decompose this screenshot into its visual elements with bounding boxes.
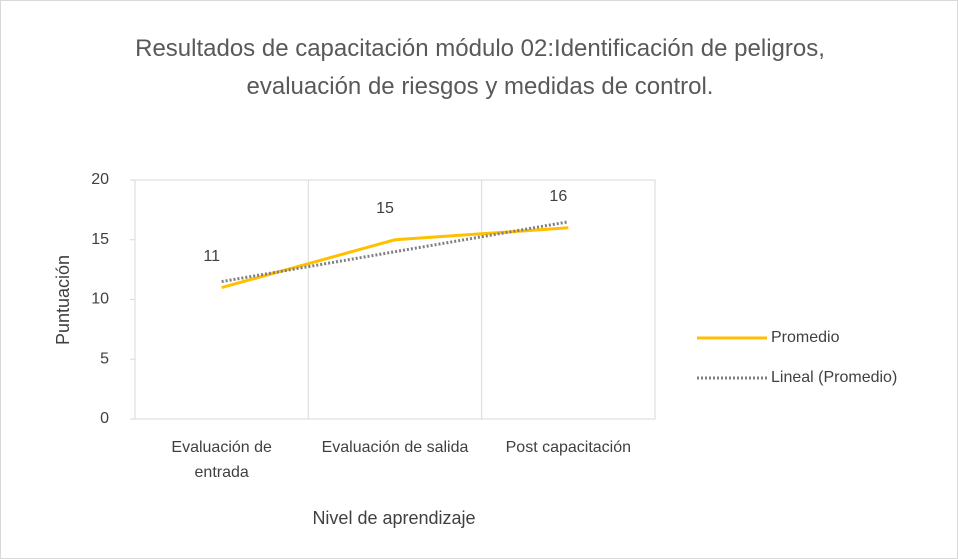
y-tick-label: 20 [91,171,109,188]
data-label: 11 [203,248,220,265]
x-tick-label: Post capacitación [505,439,632,456]
data-label: 16 [549,188,567,205]
legend-label: Lineal (Promedio) [771,369,897,386]
y-tick-label: 0 [100,410,109,427]
y-tick-label: 5 [100,350,109,367]
x-axis-title: Nivel de aprendizaje [312,508,476,528]
data-label: 15 [376,200,394,217]
trendline [221,220,569,284]
x-tick-label: Evaluación de salida [321,439,469,456]
x-tick-label: Evaluación de entrada [171,439,272,481]
legend-label: Promedio [771,329,840,346]
y-tick-label: 10 [91,291,109,308]
y-axis-title: Puntuación [53,255,73,345]
y-tick-label: 15 [91,231,109,248]
chart-title: Resultados de capacitación módulo 02:Ide… [135,35,825,100]
